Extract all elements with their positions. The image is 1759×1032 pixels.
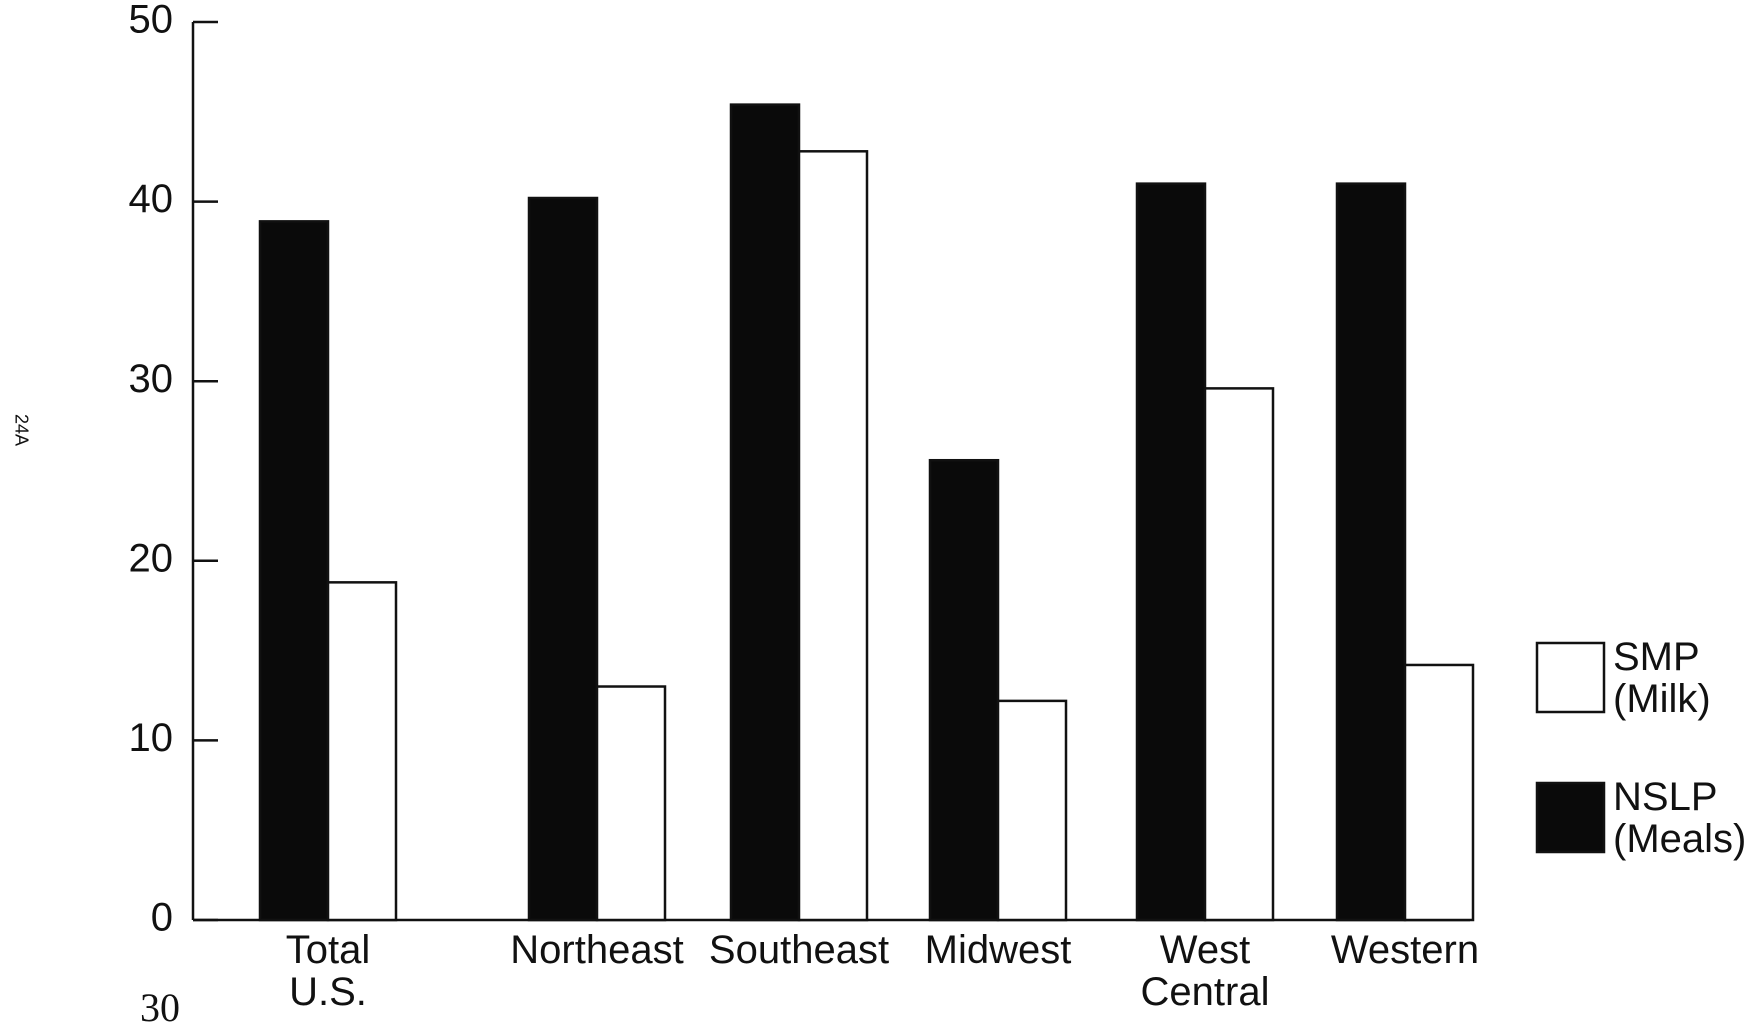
legend-swatch	[1535, 781, 1606, 854]
bar	[729, 103, 801, 922]
legend-label: SMP (Milk)	[1613, 635, 1711, 721]
x-tick-label: Southeast	[709, 928, 889, 972]
bar	[1135, 182, 1207, 922]
bar	[1335, 182, 1407, 922]
bar	[258, 220, 330, 922]
bar	[928, 458, 1000, 922]
y-tick-label: 20	[129, 536, 174, 580]
x-tick-label: Total U.S.	[286, 928, 371, 1014]
bar	[1203, 387, 1275, 922]
y-tick-label: 10	[129, 716, 174, 760]
bar	[326, 581, 398, 922]
bar	[996, 699, 1068, 922]
bar	[1403, 663, 1475, 922]
y-tick-label: 0	[151, 896, 173, 940]
bar	[797, 150, 869, 922]
page-number: 30	[140, 985, 180, 1030]
y-tick-label: 30	[129, 357, 174, 401]
side-note: 24A	[11, 414, 31, 446]
y-tick-label: 50	[129, 0, 174, 42]
bar	[595, 685, 667, 922]
y-tick-label: 40	[129, 177, 174, 221]
x-tick-label: Midwest	[925, 928, 1072, 972]
legend-label: NSLP (Meals)	[1613, 775, 1746, 861]
x-tick-label: Northeast	[510, 928, 683, 972]
legend-swatch	[1535, 641, 1606, 714]
x-tick-label: West Central	[1141, 928, 1270, 1014]
x-tick-label: Western	[1331, 928, 1479, 972]
bar	[527, 196, 599, 922]
